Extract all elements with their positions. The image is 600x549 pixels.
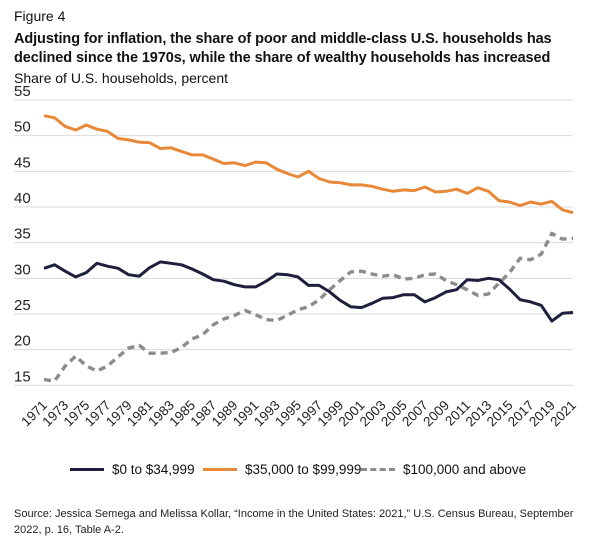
y-tick-label: 45 [14, 154, 31, 171]
figure-label: Figure 4 [14, 8, 66, 24]
y-tick-label: 35 [14, 226, 31, 243]
series-line-middle [43, 114, 574, 215]
legend-swatch-low-income [70, 468, 104, 471]
series-lines [43, 114, 574, 383]
series-line-high [43, 231, 574, 383]
y-tick-label: 20 [14, 333, 31, 350]
legend-label-low-income: $0 to $34,999 [112, 462, 195, 477]
y-tick-label: 25 [14, 297, 31, 314]
y-tick-label: 50 [14, 119, 31, 136]
y-tick-label: 40 [14, 190, 31, 207]
chart-title: Adjusting for inflation, the share of po… [14, 31, 552, 66]
legend-item-middle-income: $35,000 to $99,999 [203, 462, 361, 477]
legend-swatch-high-income [361, 468, 395, 471]
gridlines [14, 99, 573, 386]
legend-item-high-income: $100,000 and above [361, 462, 526, 477]
chart-subtitle: Share of U.S. households, percent [14, 70, 229, 86]
legend-label-middle-income: $35,000 to $99,999 [245, 462, 362, 477]
source-note: Source: Jessica Semega and Melissa Kolla… [14, 508, 574, 536]
series-line-low [43, 260, 574, 323]
legend-item-low-income: $0 to $34,999 [70, 462, 195, 477]
y-tick-label: 15 [14, 368, 31, 385]
legend-swatch-middle-income [203, 468, 237, 471]
y-tick-label: 30 [14, 261, 31, 278]
y-tick-label: 55 [14, 83, 31, 100]
legend-label-high-income: $100,000 and above [403, 462, 527, 477]
x-axis-ticks: 1971197319751977197919811983198519871989… [18, 398, 579, 430]
y-axis-ticks: 15 20 25 30 35 40 45 50 55 [14, 83, 31, 385]
legend: $0 to $34,999 $35,000 to $99,999 $100,00… [0, 462, 600, 482]
